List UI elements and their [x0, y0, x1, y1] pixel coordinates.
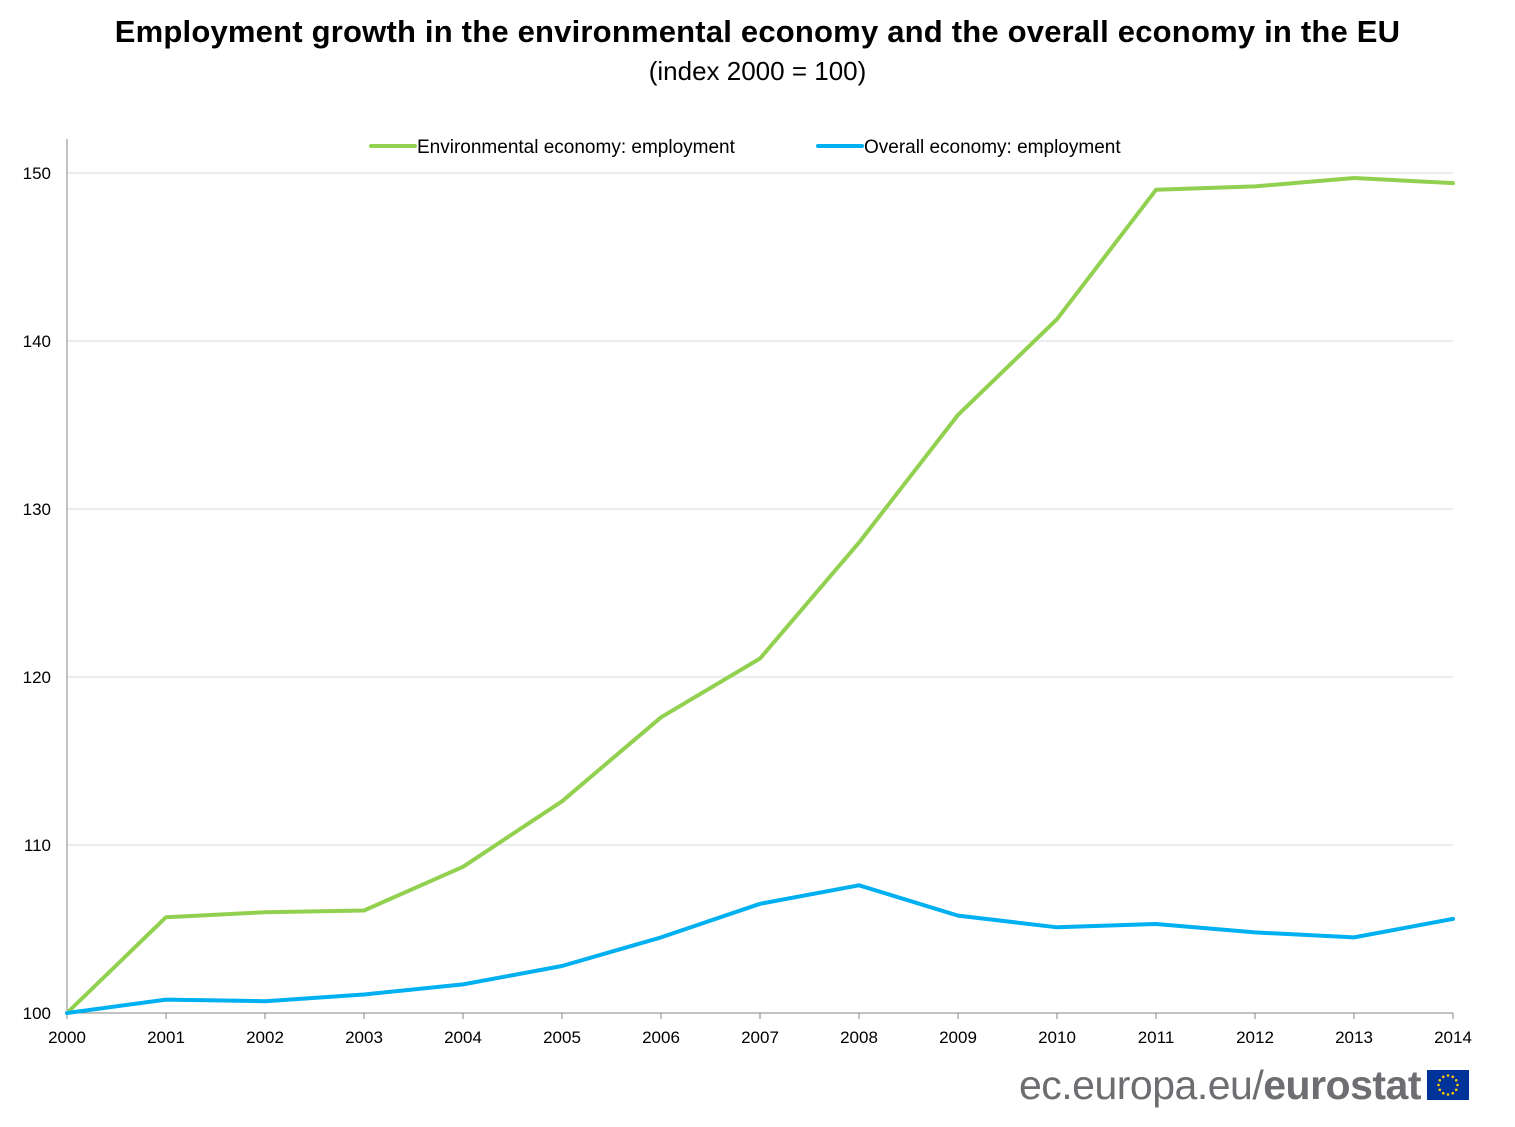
data-point-1-2012	[1253, 930, 1257, 934]
data-point-0-2001	[164, 915, 168, 919]
x-tick-label: 2011	[1138, 1028, 1175, 1047]
data-point-0-2010	[1055, 317, 1059, 321]
x-tick-label: 2000	[48, 1028, 86, 1047]
y-tick-label: 130	[23, 500, 51, 519]
flag-star	[1441, 1075, 1445, 1079]
x-tick-label: 2003	[345, 1028, 383, 1047]
data-point-1-2001	[164, 998, 168, 1002]
gridlines	[67, 172, 1453, 846]
data-point-1-2007	[758, 902, 762, 906]
series-lines	[65, 176, 1455, 1015]
data-point-0-2012	[1253, 184, 1257, 188]
x-tick-label: 2009	[939, 1028, 977, 1047]
flag-star	[1451, 1075, 1455, 1079]
legend-label-0: Environmental economy: employment	[417, 137, 736, 158]
flag-star	[1437, 1083, 1440, 1087]
y-tick-label: 150	[23, 164, 51, 183]
data-point-1-2000	[65, 1011, 69, 1015]
data-point-1-2009	[956, 914, 960, 918]
x-tick-label: 2006	[642, 1028, 680, 1047]
chart-title: Employment growth in the environmental e…	[114, 14, 1401, 49]
legend-label-1: Overall economy: employment	[864, 137, 1121, 158]
x-tick-label: 2012	[1236, 1028, 1274, 1047]
data-point-1-2004	[461, 982, 465, 986]
flag-star	[1438, 1088, 1442, 1092]
data-point-1-2008	[857, 883, 861, 887]
flag-star	[1456, 1083, 1459, 1087]
flag-star	[1438, 1078, 1442, 1082]
x-tick-label: 2001	[147, 1028, 185, 1047]
flag-star	[1446, 1093, 1450, 1096]
data-point-0-2009	[956, 413, 960, 417]
eu-flag-icon	[1427, 1070, 1469, 1100]
data-point-1-2003	[362, 993, 366, 997]
data-point-0-2014	[1451, 181, 1455, 185]
y-tick-label: 110	[24, 836, 51, 855]
x-tick-label: 2005	[543, 1028, 581, 1047]
flag-star	[1446, 1074, 1450, 1077]
x-tick-label: 2010	[1038, 1028, 1076, 1047]
data-point-0-2005	[560, 799, 564, 803]
data-point-1-2011	[1154, 922, 1158, 926]
x-tick-label: 2014	[1434, 1028, 1472, 1047]
x-tick-label: 2004	[444, 1028, 482, 1047]
chart-subtitle: (index 2000 = 100)	[648, 56, 867, 86]
flag-star	[1454, 1078, 1458, 1082]
data-point-0-2011	[1154, 188, 1158, 192]
data-point-0-2008	[857, 541, 861, 545]
x-tick-label: 2002	[246, 1028, 284, 1047]
data-point-1-2013	[1352, 935, 1356, 939]
flag-star	[1454, 1088, 1458, 1092]
y-tick-label: 140	[23, 332, 51, 351]
series-line-0	[65, 176, 1455, 1015]
logo-site-text: ec.europa.eu/	[1018, 1061, 1264, 1108]
data-point-0-2002	[263, 910, 267, 914]
series-line-1	[65, 883, 1455, 1015]
data-point-1-2014	[1451, 917, 1455, 921]
eurostat-logo: ec.europa.eu/eurostat	[1019, 1062, 1469, 1108]
data-point-1-2002	[263, 999, 267, 1003]
data-point-1-2010	[1055, 925, 1059, 929]
legend: Environmental economy: employment Overall…	[369, 137, 1121, 158]
x-tick-label: 2013	[1335, 1028, 1373, 1047]
data-point-0-2003	[362, 909, 366, 913]
y-tick-label: 120	[23, 668, 51, 687]
x-tick-label: 2007	[741, 1028, 779, 1047]
data-point-1-2006	[659, 935, 663, 939]
axes: 100 110 120 130 140 150 2000 2001 2002 2003 2004 20…	[23, 139, 1472, 1047]
y-tick-label: 100	[23, 1004, 51, 1023]
data-point-1-2005	[560, 964, 564, 968]
data-point-0-2013	[1352, 176, 1356, 180]
data-point-0-2004	[461, 865, 465, 869]
data-point-0-2006	[659, 715, 663, 719]
flag-star	[1441, 1091, 1445, 1095]
logo-brand-text: eurostat	[1263, 1061, 1421, 1108]
data-point-0-2007	[758, 657, 762, 661]
x-tick-label: 2008	[840, 1028, 878, 1047]
flag-star	[1451, 1091, 1455, 1095]
